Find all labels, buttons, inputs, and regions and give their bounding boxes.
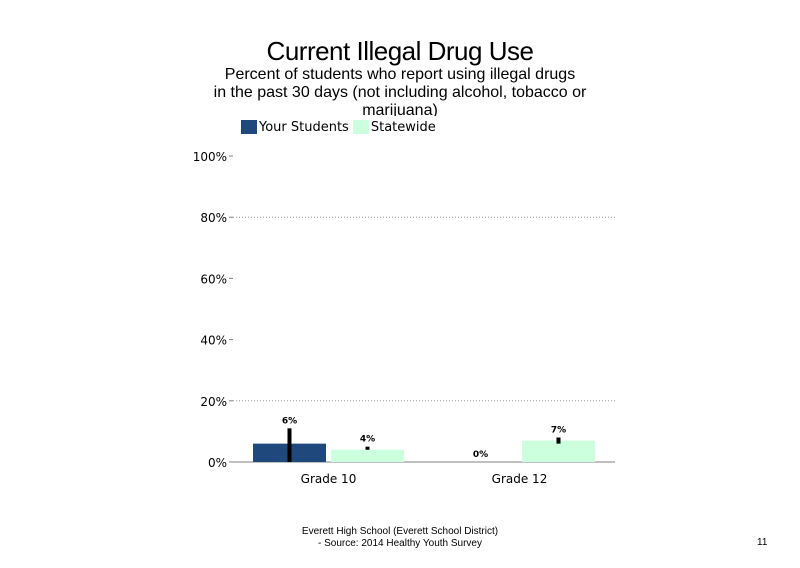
bar-statewide-grade-10 (331, 449, 404, 462)
data-label-statewide-grade-10: 4% (360, 435, 375, 445)
x-tick-label-grade-10: Grade 10 (301, 472, 357, 486)
chart-subtitle: Percent of students who report using ill… (190, 66, 610, 116)
subtitle-line-1: Percent of students who report using ill… (224, 66, 576, 83)
bar-statewide-grade-12 (522, 440, 595, 462)
error-bar-statewide-grade-10 (365, 446, 370, 450)
legend-label-your-students: Your Students (259, 119, 349, 135)
error-bar-your-students-grade-10 (287, 428, 292, 462)
y-tick-label-80: 80% (200, 211, 227, 225)
page-number: 11 (757, 537, 768, 548)
data-label-your-students-grade-10: 6% (282, 416, 297, 426)
y-tick-label-40: 40% (200, 334, 227, 348)
data-label-statewide-grade-12: 7% (551, 426, 566, 436)
legend-swatch-your-students (241, 120, 257, 134)
error-bar-statewide-grade-12 (556, 437, 561, 444)
legend: Your Students Statewide (241, 118, 440, 136)
legend-item-statewide: Statewide (352, 119, 436, 135)
subtitle-line-3: marijuana) (362, 102, 438, 116)
y-tick-label-100: 100% (193, 150, 227, 164)
footer-school: Everett High School (Everett School Dist… (301, 526, 499, 537)
y-tick-label-0: 0% (208, 456, 227, 470)
y-tick-label-60: 60% (200, 272, 227, 286)
legend-item-your-students: Your Students (241, 120, 349, 135)
x-tick-label-grade-12: Grade 12 (492, 472, 548, 486)
subtitle-line-2: in the past 30 days (not including alcoh… (213, 84, 587, 101)
legend-label-statewide: Statewide (370, 119, 436, 135)
y-tick-label-20: 20% (200, 395, 227, 409)
footer-source: - Source: 2014 Healthy Youth Survey (318, 538, 482, 549)
data-label-your-students-grade-12: 0% (473, 450, 488, 460)
legend-swatch-statewide (352, 120, 369, 134)
chart-title: Current Illegal Drug Use (266, 36, 534, 66)
footer: Everett High School (Everett School Dist… (250, 526, 550, 550)
